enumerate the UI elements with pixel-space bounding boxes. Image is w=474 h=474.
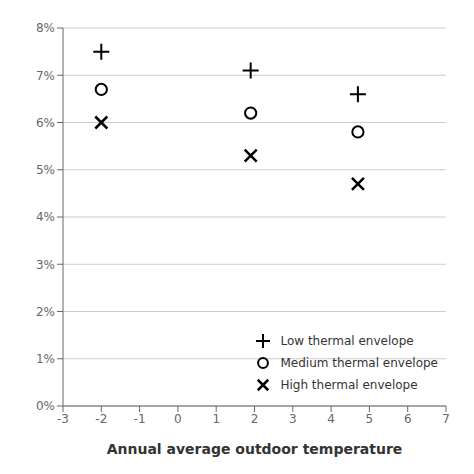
svg-text:Annual average outdoor tempera: Annual average outdoor temperature xyxy=(107,441,403,457)
svg-text:6%: 6% xyxy=(36,116,55,130)
svg-text:0: 0 xyxy=(174,412,182,426)
svg-text:-3: -3 xyxy=(57,412,69,426)
svg-text:5: 5 xyxy=(366,412,374,426)
svg-text:4: 4 xyxy=(327,412,335,426)
html-text:Medium thermal envelope: Medium thermal envelope xyxy=(280,356,438,370)
svg-text:1: 1 xyxy=(212,412,220,426)
svg-text:2: 2 xyxy=(251,412,259,426)
svg-text:-2: -2 xyxy=(95,412,107,426)
svg-text:6: 6 xyxy=(404,412,412,426)
svg-text:3%: 3% xyxy=(36,258,55,272)
html-text:Low thermal envelope: Low thermal envelope xyxy=(280,334,414,348)
svg-text:7: 7 xyxy=(442,412,450,426)
svg-text:4%: 4% xyxy=(36,210,55,224)
svg-text:1%: 1% xyxy=(36,352,55,366)
svg-text:0%: 0% xyxy=(36,399,55,413)
svg-text:8%: 8% xyxy=(36,21,55,35)
svg-text:-1: -1 xyxy=(134,412,146,426)
html-text:High thermal envelope: High thermal envelope xyxy=(280,378,418,392)
svg-text:3: 3 xyxy=(289,412,297,426)
svg-text:7%: 7% xyxy=(36,69,55,83)
svg-text:5%: 5% xyxy=(36,163,55,177)
svg-text:2%: 2% xyxy=(36,305,55,319)
